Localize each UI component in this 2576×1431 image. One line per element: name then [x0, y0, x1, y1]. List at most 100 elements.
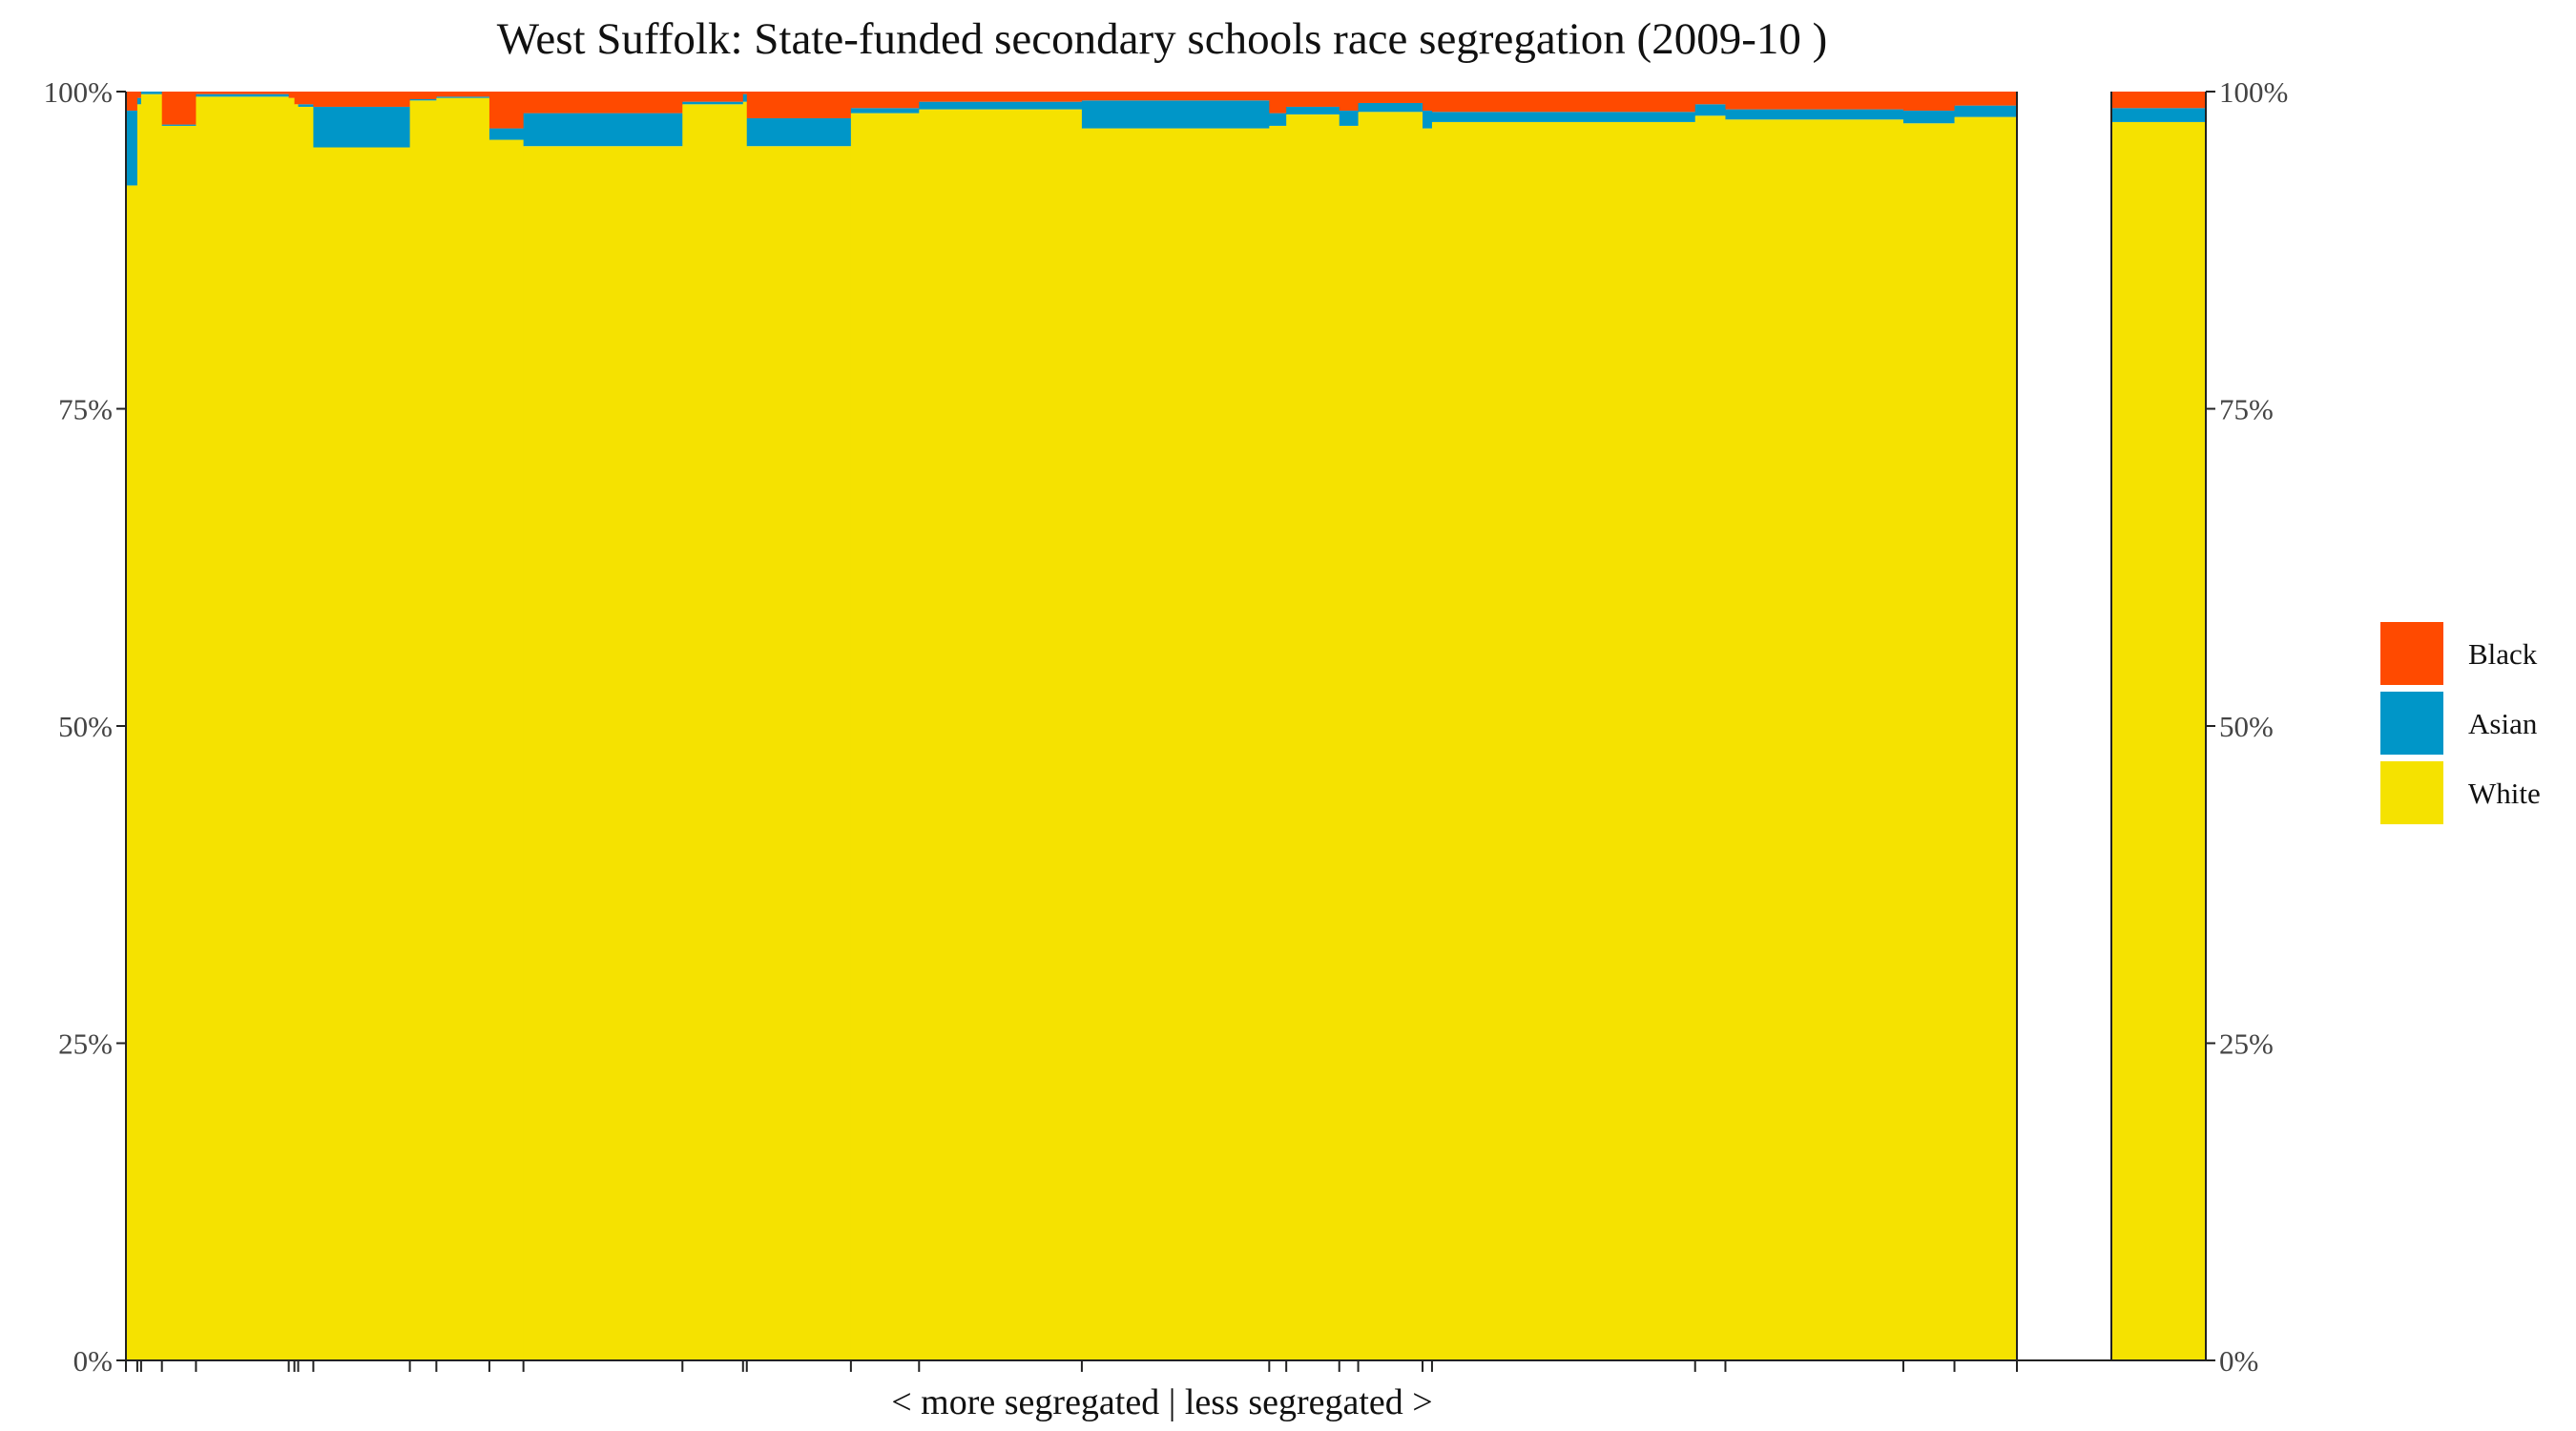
bar-segment-black-28 — [1902, 92, 1956, 111]
overall-segment-black — [2111, 92, 2206, 109]
bar-segment-white-29 — [1954, 116, 2018, 1361]
bar-segment-black-23 — [1358, 92, 1423, 103]
bar-segment-black-8 — [298, 92, 315, 105]
overall-segment-asian — [2111, 108, 2206, 122]
bar-segment-asian-3 — [140, 92, 163, 94]
bar-segment-black-26 — [1694, 92, 1727, 105]
bar-segment-black-15 — [742, 92, 748, 94]
bar-segment-asian-25 — [1431, 112, 1696, 122]
bar-segment-asian-21 — [1286, 106, 1340, 114]
bar-segment-asian-27 — [1725, 109, 1904, 120]
bar-segment-black-12 — [488, 92, 525, 129]
chart-title: West Suffolk: State-funded secondary sch… — [497, 14, 1828, 64]
bar-segment-white-4 — [161, 125, 197, 1360]
bar-segment-black-24 — [1423, 92, 1433, 111]
bar-segment-black-20 — [1269, 92, 1287, 114]
bar-segment-asian-15 — [742, 93, 748, 102]
bar-segment-white-3 — [140, 93, 163, 1360]
bar-segment-black-11 — [436, 92, 490, 97]
bar-segment-white-19 — [1081, 128, 1270, 1360]
bar-segment-black-19 — [1081, 92, 1270, 101]
bar-segment-white-11 — [436, 97, 490, 1360]
bar-segment-asian-4 — [161, 124, 197, 126]
plot-area — [126, 92, 2018, 1361]
bar-segment-black-1 — [126, 92, 138, 111]
bar-segment-asian-12 — [488, 128, 525, 140]
bar-segment-asian-22 — [1339, 110, 1360, 126]
legend: Black Asian White — [2380, 622, 2541, 824]
bar-segment-black-4 — [161, 92, 197, 125]
x-axis-label: < more segregated | less segregated > — [891, 1382, 1432, 1422]
bar-segment-black-22 — [1339, 92, 1360, 111]
bar-segment-white-23 — [1358, 112, 1423, 1360]
bar-segment-asian-18 — [919, 101, 1083, 110]
bar-segment-asian-2 — [136, 97, 142, 105]
bar-segment-asian-16 — [746, 117, 852, 147]
bar-segment-white-18 — [919, 109, 1083, 1361]
bar-segment-black-13 — [523, 92, 683, 114]
bar-segment-black-7 — [294, 92, 300, 105]
bar-segment-white-10 — [409, 100, 437, 1360]
bar-segment-white-6 — [288, 97, 296, 1360]
bar-segment-white-27 — [1725, 119, 1904, 1360]
bar-segment-black-17 — [850, 92, 920, 109]
overall-bar — [2111, 92, 2206, 1360]
legend-label-white: White — [2468, 777, 2541, 810]
legend-swatch-white — [2380, 761, 2443, 824]
bar-segment-asian-28 — [1902, 110, 1956, 124]
bar-segment-white-26 — [1694, 115, 1727, 1360]
bar-segment-black-29 — [1954, 92, 2018, 106]
bar-segment-white-12 — [488, 139, 525, 1360]
bar-segment-white-2 — [136, 104, 142, 1360]
bar-segment-black-9 — [313, 92, 411, 107]
legend-label-black: Black — [2468, 637, 2538, 671]
bar-segment-asian-19 — [1081, 100, 1270, 129]
y-tick-label-right: 75% — [2219, 393, 2274, 426]
bar-segment-white-17 — [850, 113, 920, 1361]
bar-segment-white-28 — [1902, 123, 1956, 1360]
y-tick-label-left: 100% — [44, 75, 113, 109]
axes: 0% 0% 25% 25% 50% 50% 75% 75% 100% 100% — [44, 75, 2289, 1378]
y-tick-label-left: 25% — [58, 1027, 113, 1061]
bar-segment-asian-9 — [313, 106, 411, 148]
bar-segment-black-2 — [136, 92, 142, 98]
bar-segment-black-5 — [196, 92, 290, 94]
bar-segment-black-16 — [746, 92, 852, 118]
bar-segment-black-6 — [288, 92, 296, 98]
overall-segment-white — [2111, 121, 2206, 1360]
bar-segment-asian-23 — [1358, 102, 1423, 113]
y-tick-label-left: 75% — [58, 393, 113, 426]
bar-segment-black-14 — [682, 92, 744, 102]
y-tick-label-right: 50% — [2219, 710, 2274, 743]
bar-segment-white-7 — [294, 104, 300, 1360]
y-tick-label-right: 100% — [2219, 75, 2288, 109]
bar-segment-white-9 — [313, 147, 411, 1360]
bar-segment-asian-13 — [523, 113, 683, 147]
bar-segment-asian-5 — [196, 93, 290, 97]
bar-segment-asian-14 — [682, 101, 744, 105]
bar-segment-white-24 — [1423, 128, 1433, 1360]
bar-segment-black-21 — [1286, 92, 1340, 107]
bar-segment-white-20 — [1269, 125, 1287, 1360]
bar-segment-asian-20 — [1269, 113, 1287, 126]
bar-segment-asian-26 — [1694, 104, 1727, 116]
bar-segment-white-1 — [126, 185, 138, 1360]
bar-segment-asian-17 — [850, 108, 920, 114]
bar-segment-white-21 — [1286, 114, 1340, 1361]
bar-segment-asian-24 — [1423, 110, 1433, 129]
bar-segment-white-14 — [682, 104, 744, 1360]
y-tick-label-right: 25% — [2219, 1027, 2274, 1061]
bar-segment-white-5 — [196, 96, 290, 1361]
bar-segment-white-25 — [1431, 121, 1696, 1360]
bar-segment-black-25 — [1431, 92, 1696, 113]
bar-segment-white-16 — [746, 146, 852, 1361]
bar-segment-white-15 — [742, 101, 748, 1360]
legend-label-asian: Asian — [2468, 707, 2538, 740]
bar-segment-asian-1 — [126, 110, 138, 186]
bar-segment-white-13 — [523, 146, 683, 1361]
bar-segment-white-8 — [298, 106, 315, 1361]
bar-segment-white-22 — [1339, 125, 1360, 1360]
bar-segment-black-18 — [919, 92, 1083, 102]
y-tick-label-left: 50% — [58, 710, 113, 743]
